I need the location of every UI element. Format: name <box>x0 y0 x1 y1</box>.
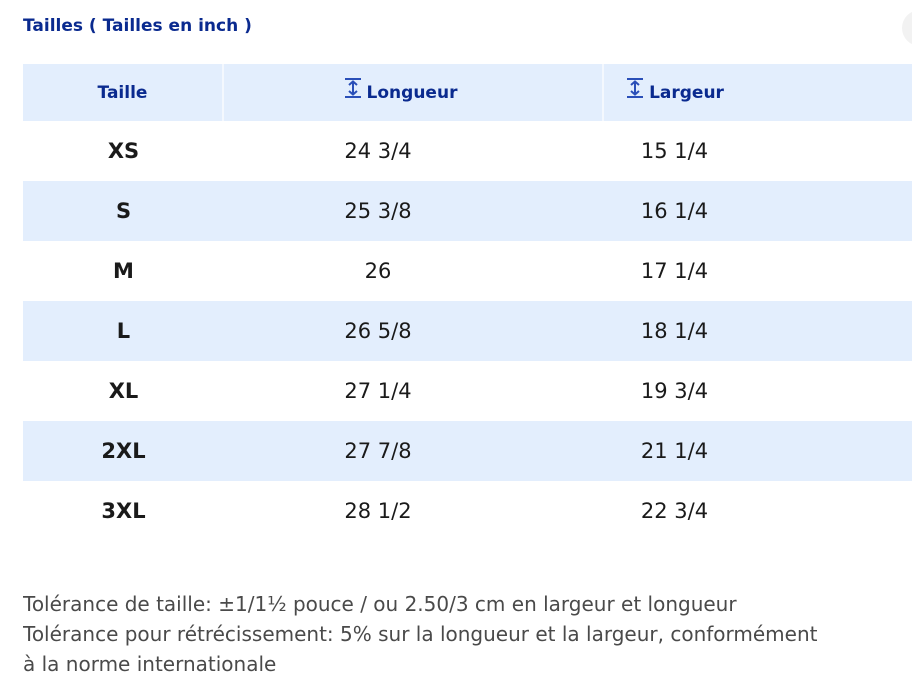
size-table: Taille Longueur <box>23 64 912 541</box>
width-cell: 21 1/4 <box>604 421 912 481</box>
column-header-size: Taille <box>23 64 224 121</box>
size-cell: XS <box>23 121 224 181</box>
table-row: M 26 17 1/4 <box>23 241 912 301</box>
width-cell: 15 1/4 <box>604 121 912 181</box>
vertical-measure-icon <box>343 77 363 104</box>
vertical-measure-icon <box>625 77 645 104</box>
length-cell: 27 7/8 <box>224 421 604 481</box>
shrinkage-tolerance-note: Tolérance pour rétrécissement: 5% sur la… <box>23 622 818 646</box>
size-cell: XL <box>23 361 224 421</box>
column-header-length-label: Longueur <box>366 82 458 103</box>
width-cell: 17 1/4 <box>604 241 912 301</box>
width-cell: 16 1/4 <box>604 181 912 241</box>
size-cell: S <box>23 181 224 241</box>
table-row: XS 24 3/4 15 1/4 <box>23 121 912 181</box>
length-cell: 25 3/8 <box>224 181 604 241</box>
size-cell: L <box>23 301 224 361</box>
table-row: 2XL 27 7/8 21 1/4 <box>23 421 912 481</box>
column-header-width: Largeur <box>604 64 912 121</box>
column-header-size-label: Taille <box>97 82 148 103</box>
length-cell: 27 1/4 <box>224 361 604 421</box>
column-header-length: Longueur <box>224 64 604 121</box>
width-cell: 19 3/4 <box>604 361 912 421</box>
size-chart-title: Tailles ( Tailles en inch ) <box>23 16 252 36</box>
table-row: L 26 5/8 18 1/4 <box>23 301 912 361</box>
size-cell: M <box>23 241 224 301</box>
table-row: XL 27 1/4 19 3/4 <box>23 361 912 421</box>
width-cell: 18 1/4 <box>604 301 912 361</box>
table-row: 3XL 28 1/2 22 3/4 <box>23 481 912 541</box>
tolerance-notes: Tolérance de taille: ±1/1½ pouce / ou 2.… <box>23 589 912 679</box>
length-cell: 26 <box>224 241 604 301</box>
table-row: S 25 3/8 16 1/4 <box>23 181 912 241</box>
shrinkage-tolerance-note-continued: à la norme internationale <box>23 652 277 676</box>
column-header-width-label: Largeur <box>649 82 724 103</box>
size-cell: 2XL <box>23 421 224 481</box>
size-tolerance-note: Tolérance de taille: ±1/1½ pouce / ou 2.… <box>23 592 737 616</box>
table-header-row: Taille Longueur <box>23 64 912 121</box>
close-button[interactable] <box>902 10 912 46</box>
length-cell: 28 1/2 <box>224 481 604 541</box>
length-cell: 26 5/8 <box>224 301 604 361</box>
width-cell: 22 3/4 <box>604 481 912 541</box>
size-cell: 3XL <box>23 481 224 541</box>
length-cell: 24 3/4 <box>224 121 604 181</box>
